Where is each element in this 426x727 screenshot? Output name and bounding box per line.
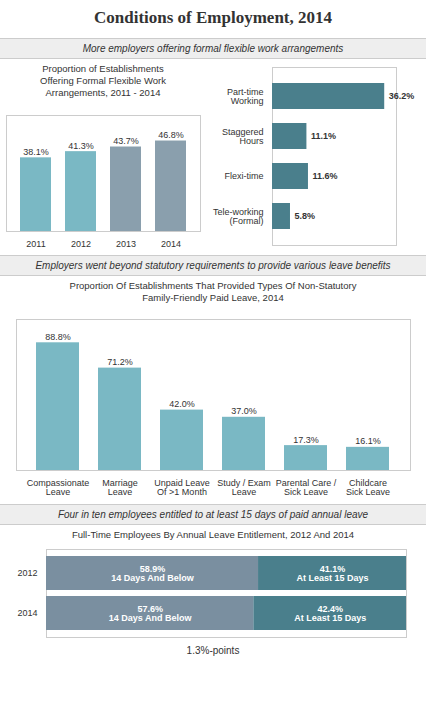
svg-text:Parental Care /Sick Leave: Parental Care /Sick Leave [276,478,337,497]
svg-text:43.7%: 43.7% [113,136,139,146]
html-text:1.3%-points: 1.3%-points [186,645,240,657]
html-text:Full-Time Employees By Annual: Full-Time Employees By Annual Leave Enti… [71,529,355,541]
svg-text:17.3%: 17.3% [293,435,319,445]
svg-text:88.8%: 88.8% [45,332,71,342]
svg-text:Flexi-time: Flexi-time [224,171,263,181]
html-text:More employers offering formal: More employers offering formal flexible … [82,43,344,54]
svg-text:58.9%14 Days And Below: 58.9%14 Days And Below [111,564,195,583]
html-text:Proportion Of Establishments T: Proportion Of Establishments That Provid… [69,279,357,303]
svg-text:StaggeredHours: StaggeredHours [222,127,264,146]
svg-text:41.1%At Least 15 Days: 41.1%At Least 15 Days [296,564,368,583]
svg-text:42.0%: 42.0% [169,399,195,409]
svg-text:42.4%At Least 15 Days: 42.4%At Least 15 Days [294,604,366,623]
svg-text:2012: 2012 [71,239,91,249]
svg-text:Tele-working(Formal): Tele-working(Formal) [213,207,264,226]
svg-text:Study / ExamLeave: Study / ExamLeave [217,478,271,497]
html-text:Conditions of Employment, 2014: Conditions of Employment, 2014 [94,8,332,27]
svg-text:2011: 2011 [26,239,45,249]
svg-text:2012: 2012 [17,569,37,579]
svg-text:46.8%: 46.8% [158,130,184,140]
svg-text:2013: 2013 [116,239,136,249]
svg-text:MarriageLeave: MarriageLeave [102,478,138,497]
svg-text:38.1%: 38.1% [23,146,49,156]
svg-text:CompassionateLeave: CompassionateLeave [27,478,90,497]
svg-text:16.1%: 16.1% [355,437,381,447]
svg-text:11.6%: 11.6% [312,171,337,181]
svg-text:2014: 2014 [161,239,181,249]
svg-text:Unpaid LeaveOf >1 Month: Unpaid LeaveOf >1 Month [154,478,210,497]
svg-text:5.8%: 5.8% [294,211,315,221]
html-text:Four in ten employees entitled: Four in ten employees entitled to at lea… [57,509,369,521]
svg-text:41.3%: 41.3% [68,140,94,150]
svg-text:71.2%: 71.2% [107,357,133,367]
svg-text:11.1%: 11.1% [311,131,336,141]
svg-text:2014: 2014 [17,609,37,619]
html-text:Proportion of Establishments O: Proportion of Establishments Offering Fo… [40,63,166,98]
svg-text:ChildcareSick Leave: ChildcareSick Leave [346,478,390,497]
svg-text:Part-timeWorking: Part-timeWorking [227,87,264,106]
svg-text:57.6%14 Days And Below: 57.6%14 Days And Below [109,604,193,623]
svg-text:36.2%: 36.2% [389,91,415,101]
html-text:Employers went beyond statutor: Employers went beyond statutory requirem… [35,259,391,271]
svg-text:37.0%: 37.0% [231,407,257,417]
